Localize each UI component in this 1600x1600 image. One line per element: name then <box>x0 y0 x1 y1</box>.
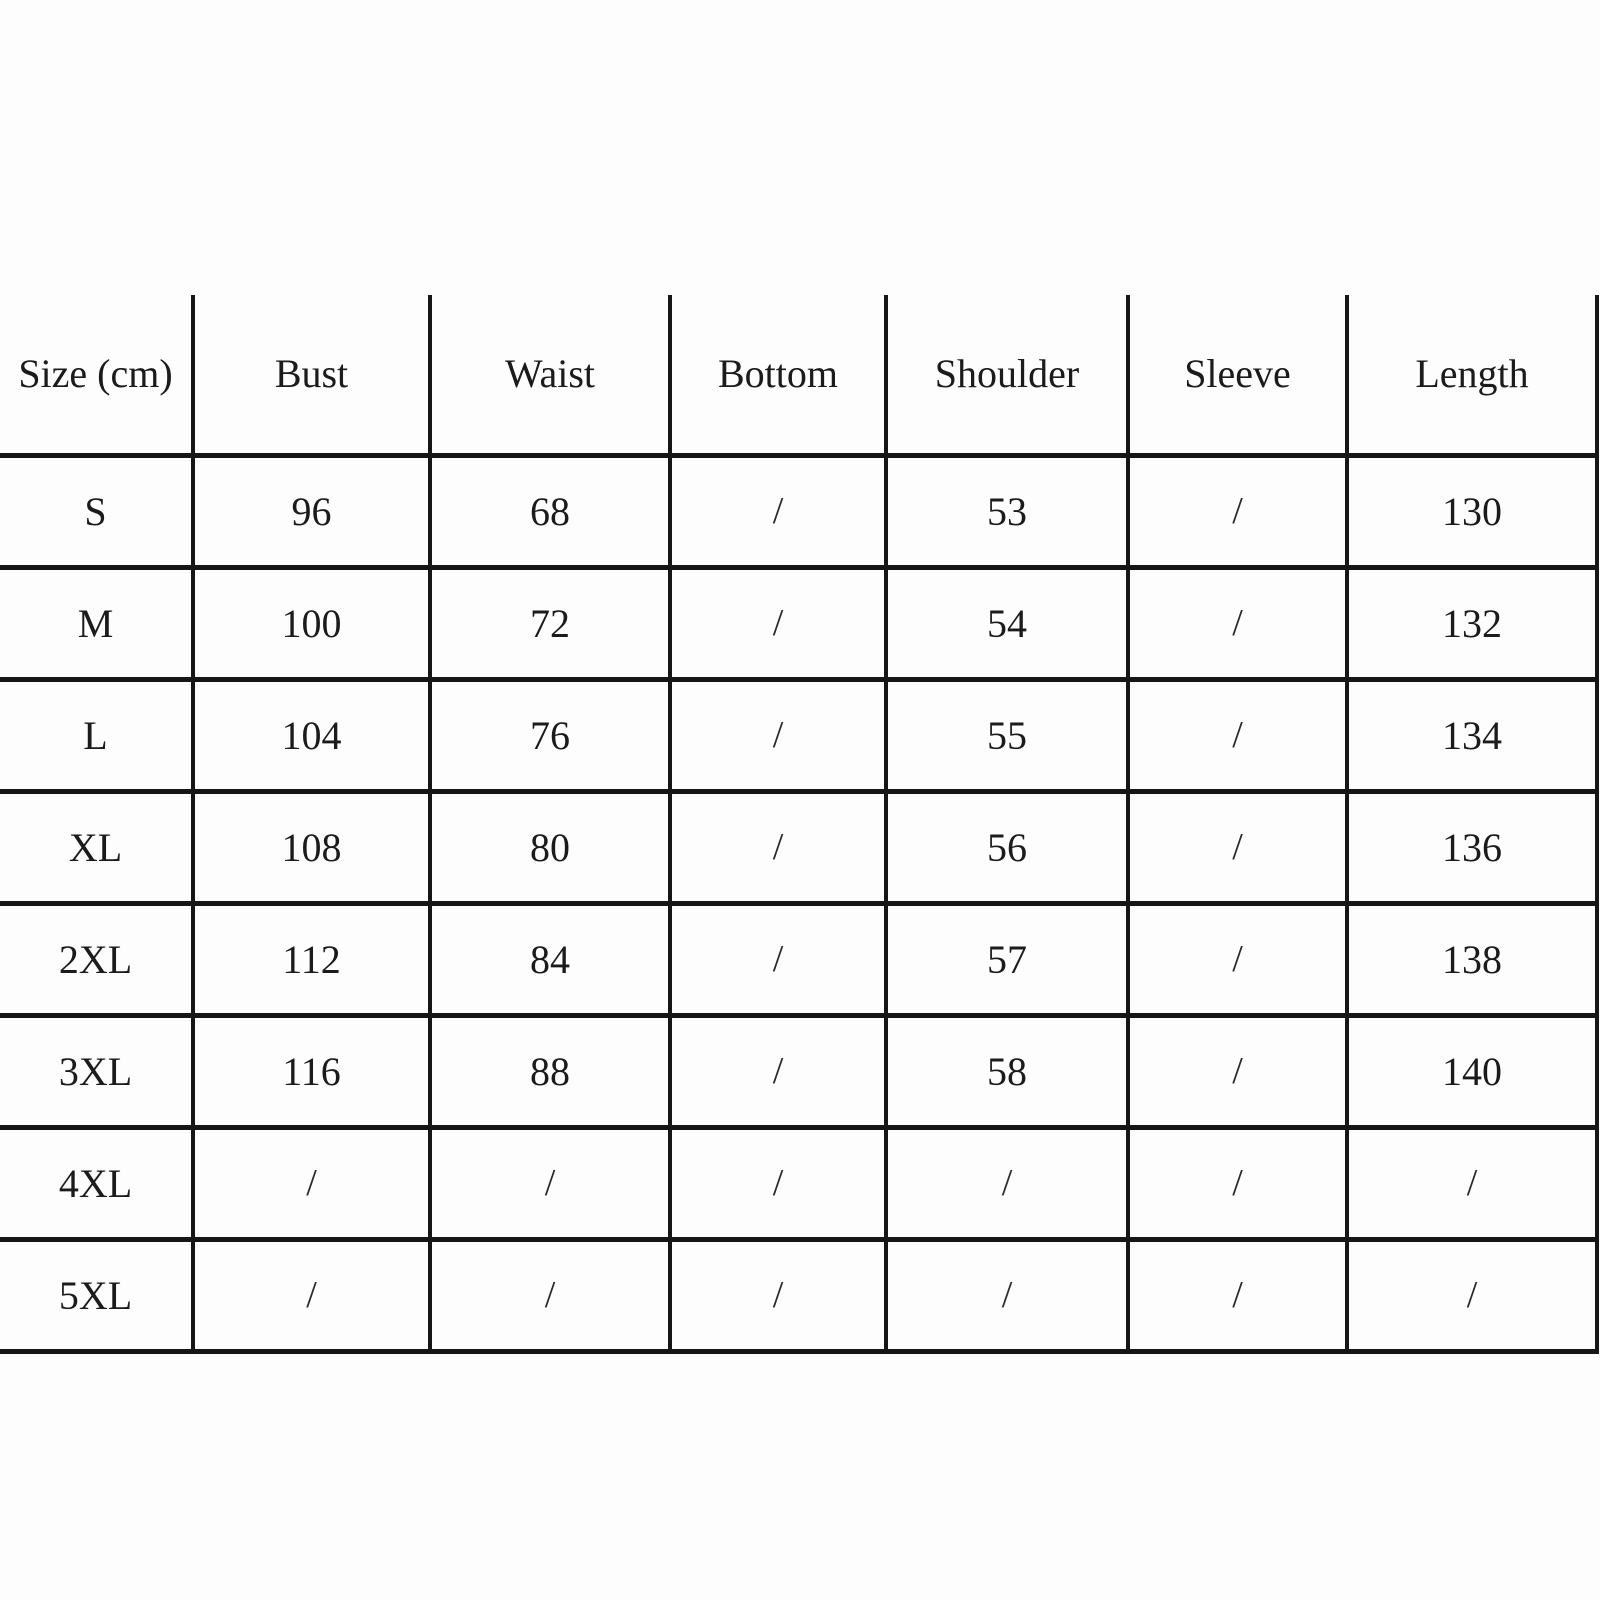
cell-l-sleeve: / <box>1126 676 1349 794</box>
row-label-l: L <box>0 676 195 794</box>
cell-l-length: 134 <box>1345 676 1599 794</box>
cell-m-length: 132 <box>1345 564 1599 682</box>
cell-4xl-waist: / <box>428 1124 672 1242</box>
cell-xl-shoulder: 56 <box>884 788 1130 906</box>
cell-m-bust: 100 <box>191 564 432 682</box>
column-header-shoulder: Shoulder <box>884 295 1130 458</box>
column-header-waist: Waist <box>428 295 672 458</box>
row-label-xl: XL <box>0 788 195 906</box>
cell-3xl-bottom: / <box>668 1012 888 1130</box>
cell-2xl-bust: 112 <box>191 900 432 1018</box>
cell-2xl-sleeve: / <box>1126 900 1349 1018</box>
header-row: Size (cm) Bust Waist Bottom Shoulder Sle… <box>0 295 1599 458</box>
cell-m-sleeve: / <box>1126 564 1349 682</box>
cell-5xl-waist: / <box>428 1236 672 1354</box>
cell-s-waist: 68 <box>428 452 672 570</box>
cell-3xl-bust: 116 <box>191 1012 432 1130</box>
cell-5xl-bottom: / <box>668 1236 888 1354</box>
row-label-5xl: 5XL <box>0 1236 195 1354</box>
cell-2xl-length: 138 <box>1345 900 1599 1018</box>
row-label-s: S <box>0 452 195 570</box>
cell-xl-bust: 108 <box>191 788 432 906</box>
cell-l-shoulder: 55 <box>884 676 1130 794</box>
cell-s-bottom: / <box>668 452 888 570</box>
cell-xl-waist: 80 <box>428 788 672 906</box>
cell-xl-length: 136 <box>1345 788 1599 906</box>
table-row-2xl: 2XL 112 84 / 57 / 138 <box>0 900 1599 1018</box>
cell-xl-sleeve: / <box>1126 788 1349 906</box>
cell-4xl-bottom: / <box>668 1124 888 1242</box>
column-header-length: Length <box>1345 295 1599 458</box>
table-row-3xl: 3XL 116 88 / 58 / 140 <box>0 1012 1599 1130</box>
cell-m-shoulder: 54 <box>884 564 1130 682</box>
table-row-4xl: 4XL / / / / / / <box>0 1124 1599 1242</box>
column-header-sleeve: Sleeve <box>1126 295 1349 458</box>
table-row-xl: XL 108 80 / 56 / 136 <box>0 788 1599 906</box>
cell-2xl-bottom: / <box>668 900 888 1018</box>
cell-4xl-sleeve: / <box>1126 1124 1349 1242</box>
cell-5xl-bust: / <box>191 1236 432 1354</box>
cell-l-bottom: / <box>668 676 888 794</box>
table-row-l: L 104 76 / 55 / 134 <box>0 676 1599 794</box>
row-label-4xl: 4XL <box>0 1124 195 1242</box>
cell-l-bust: 104 <box>191 676 432 794</box>
row-label-m: M <box>0 564 195 682</box>
cell-4xl-length: / <box>1345 1124 1599 1242</box>
cell-5xl-length: / <box>1345 1236 1599 1354</box>
cell-3xl-waist: 88 <box>428 1012 672 1130</box>
cell-l-waist: 76 <box>428 676 672 794</box>
cell-2xl-shoulder: 57 <box>884 900 1130 1018</box>
cell-s-sleeve: / <box>1126 452 1349 570</box>
cell-5xl-sleeve: / <box>1126 1236 1349 1354</box>
cell-xl-bottom: / <box>668 788 888 906</box>
cell-s-bust: 96 <box>191 452 432 570</box>
row-label-2xl: 2XL <box>0 900 195 1018</box>
table-row-m: M 100 72 / 54 / 132 <box>0 564 1599 682</box>
size-chart-table: Size (cm) Bust Waist Bottom Shoulder Sle… <box>0 295 1599 1354</box>
cell-m-waist: 72 <box>428 564 672 682</box>
cell-4xl-bust: / <box>191 1124 432 1242</box>
cell-m-bottom: / <box>668 564 888 682</box>
cell-3xl-length: 140 <box>1345 1012 1599 1130</box>
cell-s-shoulder: 53 <box>884 452 1130 570</box>
column-header-size: Size (cm) <box>0 295 195 458</box>
column-header-bottom: Bottom <box>668 295 888 458</box>
table-row-s: S 96 68 / 53 / 130 <box>0 452 1599 570</box>
cell-2xl-waist: 84 <box>428 900 672 1018</box>
table-row-5xl: 5XL / / / / / / <box>0 1236 1599 1354</box>
cell-s-length: 130 <box>1345 452 1599 570</box>
cell-3xl-sleeve: / <box>1126 1012 1349 1130</box>
cell-4xl-shoulder: / <box>884 1124 1130 1242</box>
column-header-bust: Bust <box>191 295 432 458</box>
cell-3xl-shoulder: 58 <box>884 1012 1130 1130</box>
row-label-3xl: 3XL <box>0 1012 195 1130</box>
cell-5xl-shoulder: / <box>884 1236 1130 1354</box>
